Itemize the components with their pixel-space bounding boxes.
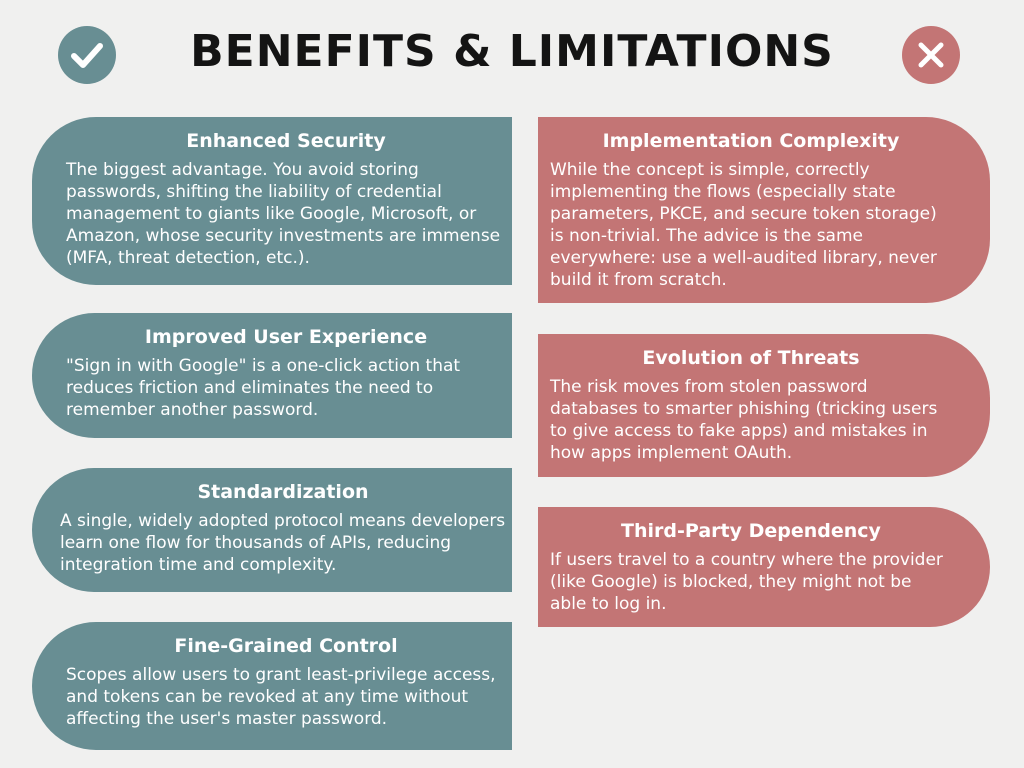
page-title: BENEFITS & LIMITATIONS [190, 26, 834, 77]
limitation-card-evolution-of-threats: Evolution of Threats The risk moves from… [538, 334, 990, 477]
limitation-card-implementation-complexity: Implementation Complexity While the conc… [538, 117, 990, 303]
benefit-card-standardization: Standardization A single, widely adopted… [32, 468, 512, 592]
limitation-text: While the concept is simple, correctly i… [550, 160, 937, 290]
benefit-card-user-experience: Improved User Experience "Sign in with G… [32, 313, 512, 438]
limitation-heading: Evolution of Threats [642, 347, 860, 369]
benefit-heading: Improved User Experience [144, 326, 428, 348]
benefit-card-enhanced-security: Enhanced Security The biggest advantage.… [32, 117, 512, 285]
limitation-text: If users travel to a country where the p… [550, 550, 943, 614]
benefit-heading: Fine-Grained Control [174, 635, 398, 657]
benefit-heading: Standardization [197, 481, 369, 503]
limitation-text: The risk moves from stolen password data… [550, 377, 938, 463]
benefit-text: A single, widely adopted protocol means … [60, 511, 506, 575]
cross-circle-icon [902, 26, 960, 84]
benefit-text: "Sign in with Google" is a one-click act… [66, 356, 461, 420]
benefit-heading: Enhanced Security [186, 130, 386, 152]
limitation-heading: Implementation Complexity [602, 130, 900, 152]
check-circle-icon [58, 26, 116, 84]
limitation-heading: Third-Party Dependency [621, 520, 881, 542]
benefit-text: Scopes allow users to grant least-privil… [66, 665, 496, 729]
benefit-card-fine-grained-control: Fine-Grained Control Scopes allow users … [32, 622, 512, 750]
limitation-card-third-party-dependency: Third-Party Dependency If users travel t… [538, 507, 990, 627]
benefit-text: The biggest advantage. You avoid storing… [66, 160, 501, 268]
